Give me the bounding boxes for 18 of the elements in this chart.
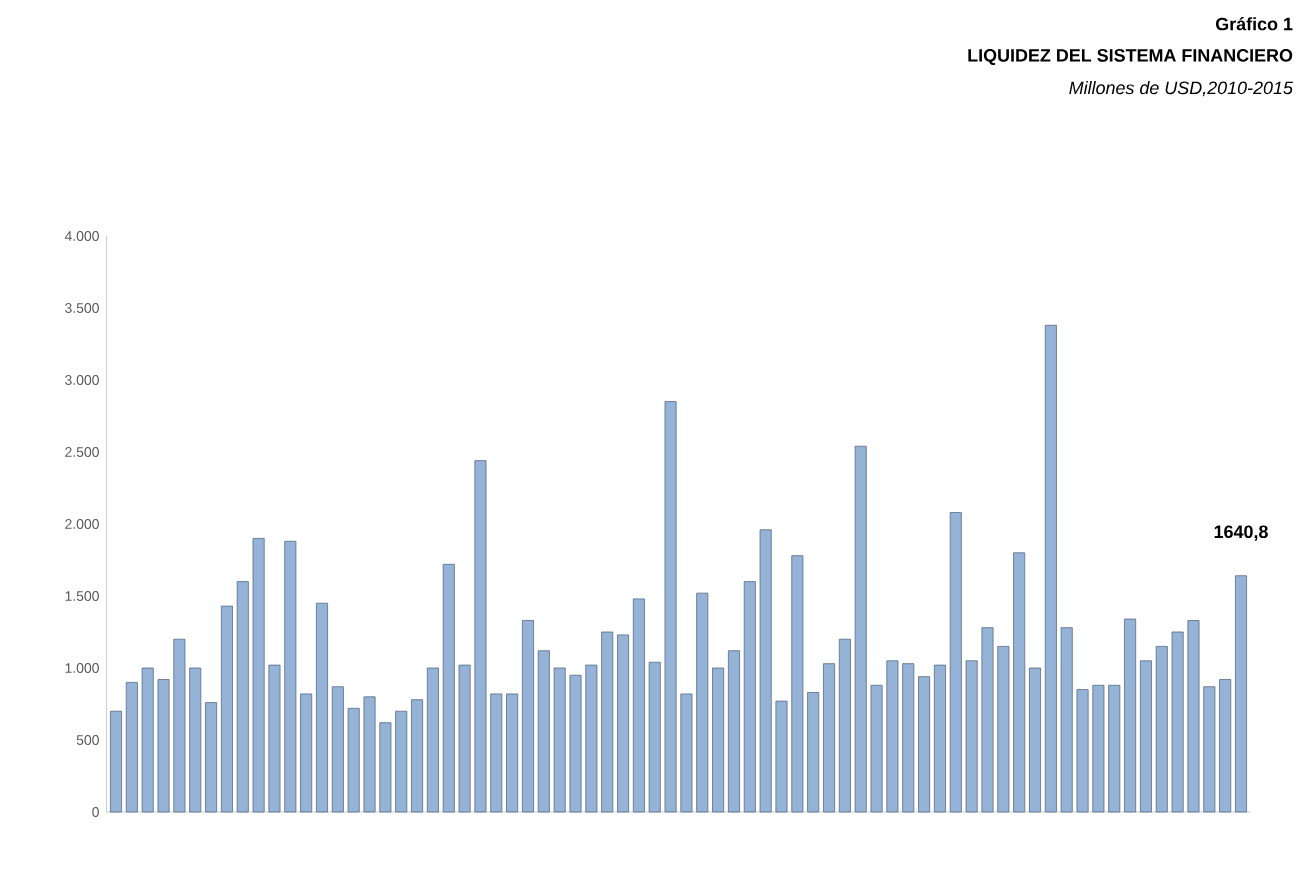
- bar: [933, 664, 946, 813]
- bar: [205, 702, 218, 813]
- bar: [110, 710, 122, 813]
- bar: [411, 699, 424, 813]
- bar: [521, 620, 534, 813]
- bar: [1124, 618, 1137, 813]
- bar: [1029, 667, 1042, 813]
- bar: [1139, 660, 1152, 813]
- bar: [727, 650, 740, 813]
- chart-subtitle: Millones de USD,2010-2015: [1069, 81, 1293, 97]
- text: Gráfico 1: [1215, 17, 1293, 31]
- bar: [315, 602, 328, 813]
- bar: [220, 605, 233, 813]
- chart-title: LIQUIDEZ DEL SISTEMA FINANCIERO: [968, 49, 1293, 66]
- bar: [1235, 575, 1247, 813]
- bar: [617, 634, 630, 813]
- data-label: 1640,8: [1214, 525, 1268, 541]
- bar: [823, 663, 836, 813]
